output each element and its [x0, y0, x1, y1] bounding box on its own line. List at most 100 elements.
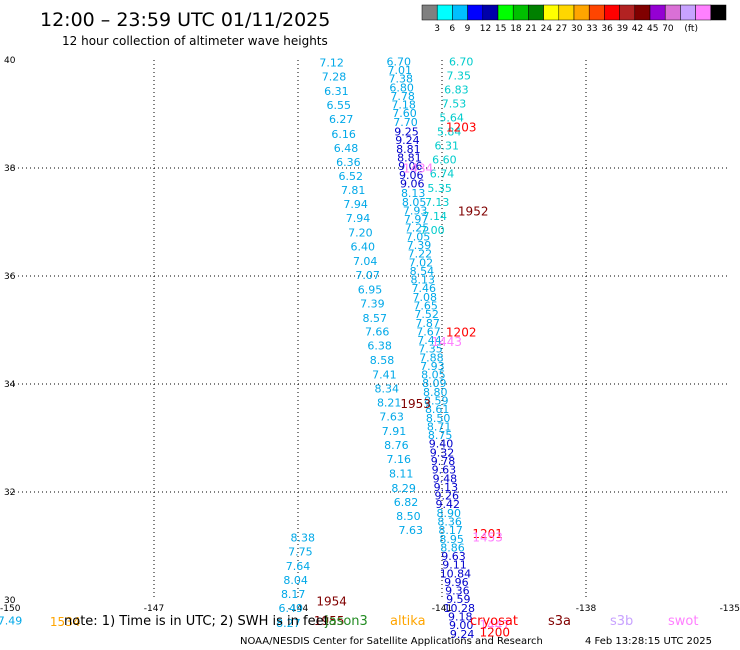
wave-height-label: 6.49: [279, 602, 304, 615]
colorbar-swatch: [436, 4, 453, 21]
wave-height-label: 8.17: [281, 588, 306, 601]
pass-time-label: 1203: [446, 120, 477, 134]
wave-height-label: 6.52: [339, 170, 364, 183]
pass-time-label: 1443: [432, 335, 463, 349]
wave-height-label: 8.13: [401, 187, 426, 200]
wave-height-label: 8.90: [436, 507, 461, 520]
colorbar-swatch: [421, 4, 438, 21]
wave-height-label: 7.39: [407, 239, 432, 252]
wave-height-label: 8.57: [363, 312, 388, 325]
satellite-legend-item: altika: [390, 614, 426, 629]
colorbar-swatch: [467, 4, 484, 21]
wave-height-label: 9.11: [442, 559, 467, 572]
wave-height-label: 9.96: [444, 576, 469, 589]
y-tick-label: 30: [4, 596, 16, 606]
wave-height-label: 8.29: [391, 482, 416, 495]
colorbar-swatch: [680, 4, 696, 21]
pass-time-label: 1534: [50, 615, 81, 629]
wave-height-label: 9.24: [450, 628, 475, 641]
wave-height-label: 8.54: [410, 265, 435, 278]
wave-height-label: 7.81: [341, 184, 366, 197]
wave-height-label: 7.70: [393, 116, 418, 129]
wave-height-label: 8.75: [428, 429, 453, 442]
wave-height-label: 8.17: [438, 524, 463, 537]
colorbar-swatch: [619, 4, 636, 21]
pass-time-label: 1952: [458, 205, 489, 219]
wave-height-label: 8.38: [291, 532, 316, 545]
colorbar-label: 9: [465, 24, 471, 34]
colorbar-swatch: [604, 4, 620, 21]
wave-height-label: 7.12: [319, 56, 344, 69]
wave-height-label: 8.50: [396, 510, 421, 523]
wave-height-label: 9.06: [400, 177, 425, 190]
wave-height-label: 8.09: [422, 377, 447, 390]
satellite-legend-item: swot: [668, 614, 698, 629]
wave-height-label: 7.20: [348, 227, 373, 240]
wave-height-label: 9.06: [399, 169, 424, 182]
chart-subtitle: 12 hour collection of altimeter wave hei…: [62, 34, 328, 48]
wave-height-label: 8.76: [384, 439, 409, 452]
wave-height-label: 7.75: [288, 546, 313, 559]
wave-height-label: 7.53: [442, 98, 467, 111]
wave-height-label: 8.05: [421, 369, 446, 382]
y-tick-label: 40: [4, 56, 16, 66]
wave-height-label: 7.64: [286, 560, 311, 573]
x-tick-label: -147: [144, 604, 164, 614]
colorbar-swatch: [695, 4, 712, 21]
colorbar-label: 33: [586, 24, 597, 34]
pass-time-label: 1201: [472, 527, 503, 541]
wave-height-label: 8.58: [370, 354, 395, 367]
wave-height-label: 7.08: [412, 291, 437, 304]
footer-credit: NOAA/NESDIS Center for Satellite Applica…: [240, 636, 543, 647]
wave-height-label: 7.25: [405, 222, 430, 235]
wave-height-label: 9.06: [398, 160, 423, 173]
wave-height-label: 7.46: [412, 282, 437, 295]
wave-height-label: 7.63: [399, 524, 424, 537]
wave-height-label: 7.97: [404, 213, 429, 226]
wave-height-label: 7.16: [387, 453, 412, 466]
wave-height-label: 7.28: [322, 71, 347, 84]
colorbar-label: 30: [571, 24, 583, 34]
wave-height-label: 6.55: [327, 99, 352, 112]
wave-height-label: 7.18: [391, 99, 416, 112]
wave-height-label: 6.27: [329, 113, 354, 126]
wave-height-label: 7.94: [346, 212, 371, 225]
wave-height-label: 6.31: [324, 85, 349, 98]
wave-height-label: 10.84: [440, 567, 472, 580]
wave-height-label: 6.60: [432, 154, 457, 167]
chart-title: 12:00 – 23:59 UTC 01/11/2025: [40, 9, 330, 31]
wave-height-label: 7.91: [382, 425, 407, 438]
wave-height-label: 7.65: [413, 299, 438, 312]
wave-height-label: 6.70: [449, 55, 474, 68]
wave-height-label: 9.18: [448, 611, 473, 624]
y-tick-label: 32: [4, 488, 15, 498]
wave-height-label: 7.87: [415, 317, 440, 330]
colorbar-swatch: [664, 4, 681, 21]
wave-height-label: 6.74: [430, 168, 455, 181]
data-labels: 7.127.286.316.556.276.166.486.366.527.81…: [0, 55, 475, 640]
wave-height-label: 6.95: [358, 283, 383, 296]
footer-note: note: 1) Time is in UTC; 2) SWH is in fe…: [64, 614, 329, 629]
colorbar-swatch: [558, 4, 575, 21]
colorbar-label: 27: [556, 24, 567, 34]
wave-height-label: 7.05: [406, 230, 431, 243]
colorbar-swatch: [710, 4, 727, 21]
wave-height-label: 5.35: [427, 182, 452, 195]
wave-height-label: 9.24: [395, 134, 420, 147]
wave-height-label: 9.40: [429, 438, 454, 451]
wave-height-label: 8.05: [402, 196, 427, 209]
wave-height-label: 9.00: [449, 619, 474, 632]
pass-time-label: 1453: [472, 531, 503, 545]
colorbar-label: 24: [541, 24, 553, 34]
pass-time-label: 1954: [316, 594, 347, 608]
satellite-legend-item: s3b: [610, 614, 633, 629]
wave-height-label: 9.48: [433, 472, 458, 485]
colorbar-label: 6: [449, 24, 455, 34]
wave-height-label: 9.26: [435, 490, 460, 503]
colorbar-label: 3: [434, 24, 440, 34]
colorbar-swatch: [482, 4, 499, 21]
satellite-legend-item: jason3: [324, 614, 368, 629]
wave-height-label: 6.36: [336, 156, 361, 169]
colorbar-label: (ft): [684, 24, 698, 34]
